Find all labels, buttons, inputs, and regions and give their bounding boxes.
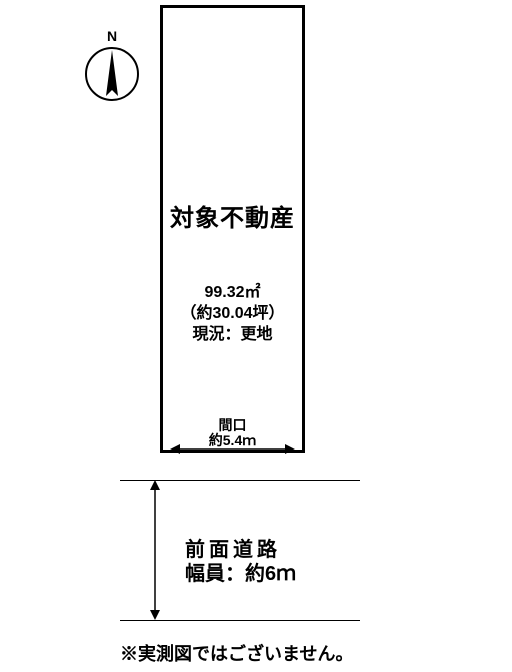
plot-area-sqm: 99.32㎡: [163, 283, 302, 304]
property-plot: 対象不動産 99.32㎡ （約30.04坪） 現況：更地 間口 約5.4ｍ: [160, 5, 305, 453]
plot-title: 対象不動産: [163, 198, 302, 233]
plot-condition: 現況：更地: [163, 325, 302, 346]
plot-area-tsubo: （約30.04坪）: [163, 304, 302, 325]
compass-icon: [84, 46, 140, 102]
disclaimer-text: ※実測図ではございません。: [120, 640, 353, 666]
road-label-line2: 幅員：約6ｍ: [185, 562, 296, 586]
road-line-bottom: [120, 620, 360, 621]
frontage-label: 間口: [163, 418, 302, 433]
compass-north-label: N: [84, 28, 140, 44]
road-width-arrow-icon: [145, 480, 165, 620]
compass: N: [84, 28, 140, 107]
frontage-arrow-icon: [170, 439, 295, 459]
plot-area-block: 99.32㎡ （約30.04坪） 現況：更地: [163, 283, 302, 345]
road-label-line1: 前面道路: [185, 538, 281, 562]
